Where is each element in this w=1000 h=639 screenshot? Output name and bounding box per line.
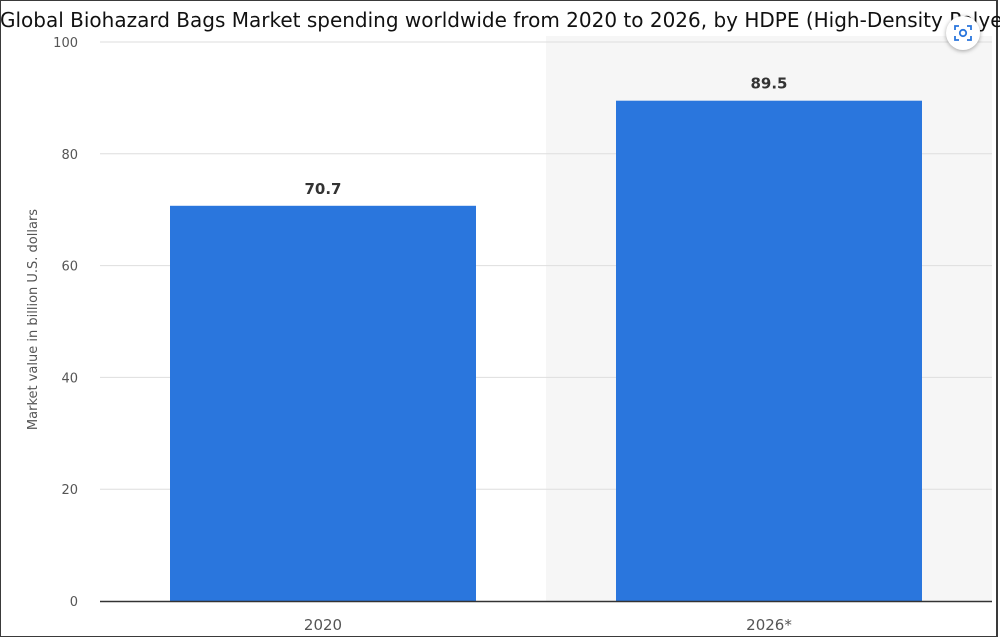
y-tick-label: 80 [61, 148, 78, 163]
bar-2026 [616, 100, 922, 601]
data-label: 70.7 [304, 180, 341, 198]
y-tick-label: 40 [61, 371, 78, 386]
y-tick-label: 100 [53, 36, 78, 51]
x-axis-ticks: 2020 2026* [304, 616, 792, 634]
chart-title: Global Biohazard Bags Market spending wo… [0, 8, 1000, 32]
visual-search-button[interactable] [946, 16, 980, 50]
bar-2020 [170, 205, 476, 602]
y-tick-label: 60 [61, 260, 78, 275]
y-axis-ticks: 0 20 40 60 80 100 [53, 36, 78, 610]
y-tick-label: 0 [70, 595, 78, 610]
y-tick-label: 20 [61, 483, 78, 498]
data-label: 89.5 [750, 75, 787, 93]
x-tick-label: 2026* [746, 616, 792, 634]
x-tick-label: 2020 [304, 616, 342, 634]
y-axis-label: Market value in billion U.S. dollars [26, 209, 41, 430]
visual-search-icon [954, 25, 972, 41]
bars: 70.7 89.5 [170, 75, 922, 602]
